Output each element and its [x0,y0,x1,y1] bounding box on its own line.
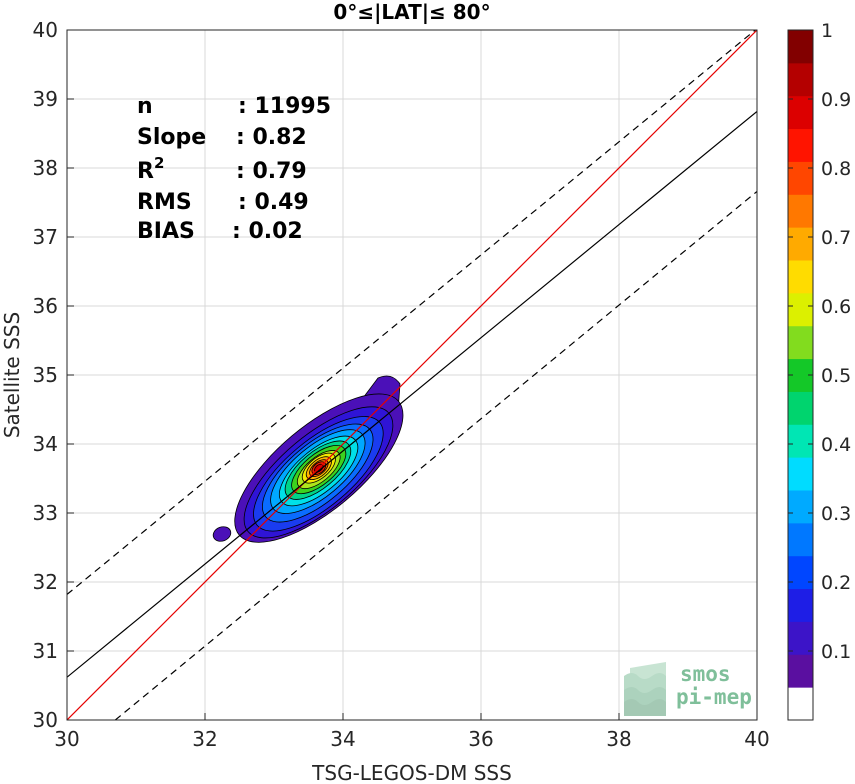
colorbar-label-6: 0.7 [821,227,851,249]
colorbar-segment-2 [788,621,813,655]
colorbar-segment-4 [788,555,813,590]
colorbar-segment-12 [788,292,813,327]
stat-label-4: BIAS [137,219,195,244]
colorbar-segment-5 [788,522,813,557]
colorbar-segment-14 [788,227,813,261]
colorbar: 0.1 0.2 0.3 0.4 0.5 0.6 0.7 0.8 0.9 1 [787,20,851,721]
colorbar-label-5: 0.6 [821,296,851,318]
colorbar-segment-8 [788,424,813,458]
colorbar-label-2: 0.3 [821,503,851,525]
y-tick-label-2: 32 [33,570,58,594]
stat-label-0: n [137,94,153,119]
stat-value-0: : 11995 [238,94,331,119]
x-tick-label-1: 32 [192,727,217,751]
x-tick-label-0: 30 [54,727,79,751]
y-axis-label: Satellite SSS [0,312,24,438]
y-tick-label-7: 37 [33,225,58,249]
colorbar-label-1: 0.2 [821,572,851,594]
y-tick-label-0: 30 [33,708,58,732]
colorbar-segment-16 [788,161,813,195]
smos-pi-mep-logo: smos pi-mep [624,662,752,716]
chart-title: 0°≤|LAT|≤ 80° [333,0,490,24]
colorbar-label-3: 0.4 [821,434,851,456]
x-tick-label-3: 36 [468,727,493,751]
stat-value-4: : 0.02 [232,219,303,244]
x-axis-label: TSG-LEGOS-DM SSS [311,761,512,784]
colorbar-segment-19 [788,62,813,97]
logo-text-pi-mep: pi-mep [676,685,752,709]
stat-label-1: Slope [137,125,206,150]
y-tick-label-3: 33 [33,501,58,525]
grid [67,30,757,720]
y-tick-label-10: 40 [33,18,58,42]
y-tick-label-4: 34 [33,432,58,456]
colorbar-segment-6 [788,490,813,524]
colorbar-label-4: 0.5 [821,365,851,387]
colorbar-segment-7 [788,457,813,491]
y-tick-label-8: 38 [33,156,58,180]
colorbar-segment-1 [788,654,813,688]
colorbar-label-0: 0.1 [821,641,851,663]
colorbar-segment-9 [788,391,813,425]
density-contour-outlier [212,526,232,542]
y-tick-label-1: 31 [33,639,58,663]
colorbar-label-8: 0.9 [821,89,851,111]
stat-label-3: RMS [137,190,192,215]
stat-value-1: : 0.82 [236,125,307,150]
y-axis: 30 31 32 33 34 35 36 37 38 39 40 [33,18,74,732]
colorbar-segment-17 [788,128,813,162]
colorbar-segment-13 [788,260,813,294]
y-tick-label-6: 36 [33,294,58,318]
y-tick-label-9: 39 [33,87,58,111]
upper-bound-line [67,30,757,595]
x-tick-label-4: 38 [606,727,631,751]
x-axis: 30 32 34 36 38 40 [54,713,770,751]
stat-value-3: : 0.49 [238,190,309,215]
logo-text-smos: smos [680,662,731,686]
colorbar-segment-11 [788,325,813,360]
colorbar-segment-3 [788,588,813,622]
colorbar-label-7: 0.8 [821,158,851,180]
lower-bound-line [114,190,757,720]
stat-value-2: : 0.79 [236,159,307,184]
colorbar-segment-20 [788,30,813,64]
y-tick-label-5: 35 [33,363,58,387]
colorbar-label-9: 1 [821,20,833,42]
identity-line [67,30,757,720]
x-tick-label-5: 40 [744,727,769,751]
regression-line [67,110,757,678]
logo-wave-icon [624,662,666,716]
plot-area [66,29,758,721]
colorbar-segment-0 [788,687,813,721]
colorbar-segment-15 [788,194,813,228]
reference-lines [67,30,757,720]
x-tick-label-2: 34 [330,727,355,751]
colorbar-segment-18 [788,95,813,130]
